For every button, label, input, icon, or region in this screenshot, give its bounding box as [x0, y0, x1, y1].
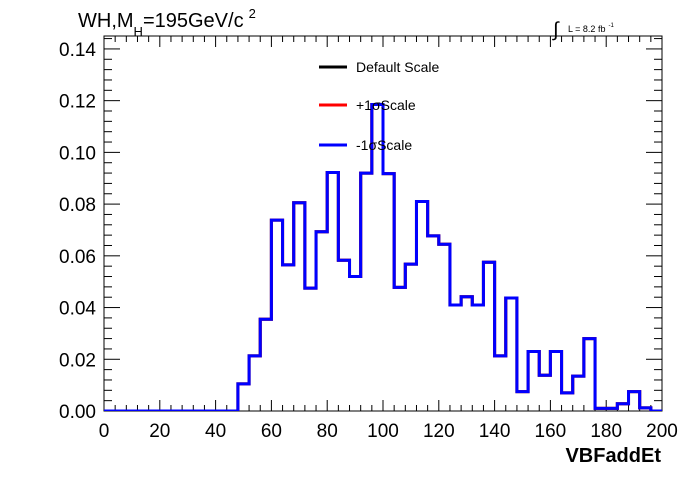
- lumi-superscript: -1: [608, 23, 614, 29]
- x-tick-label: 120: [423, 421, 455, 442]
- y-tick-label: 0.04: [59, 299, 96, 320]
- series-line-2: [104, 103, 662, 411]
- lumi-label: L = 8.2 fb -1: [568, 23, 614, 34]
- y-tick-label: 0.00: [59, 402, 96, 423]
- y-tick-label: 0.12: [59, 92, 96, 113]
- y-tick-label: 0.02: [59, 350, 96, 371]
- title-prefix: WH,M: [78, 10, 134, 32]
- x-tick-label: 140: [479, 421, 511, 442]
- y-tick-label: 0.10: [59, 143, 96, 164]
- legend-label-2: -1σScale: [356, 137, 412, 153]
- x-axis-title: VBFaddEt: [565, 445, 661, 467]
- lumi-text: L = 8.2 fb: [568, 24, 605, 34]
- axis-ticks: [103, 36, 663, 412]
- title-subscript: H: [134, 24, 143, 39]
- x-tick-label: 80: [317, 421, 338, 442]
- legend: Default Scale +1σScale -1σScale: [319, 59, 439, 153]
- series-group: [104, 103, 662, 411]
- y-tick-label: 0.14: [59, 40, 96, 61]
- plot-frame: [103, 35, 663, 412]
- x-tick-label: 200: [646, 421, 678, 442]
- chart-title: WH,MH=195GeV/c 2: [78, 6, 256, 39]
- lumi-integral-sign: ∫: [552, 19, 560, 41]
- axis-tick-labels: 0 20 40 60 80 100 120 140 160 180 200 0.00 0.02 0.04 0…: [59, 40, 678, 442]
- y-tick-label: 0.08: [59, 195, 96, 216]
- y-tick-label: 0.06: [59, 247, 96, 268]
- x-tick-label: 100: [367, 421, 399, 442]
- x-tick-label: 0: [99, 421, 110, 442]
- x-tick-label: 180: [590, 421, 622, 442]
- x-tick-label: 40: [205, 421, 226, 442]
- x-tick-label: 160: [535, 421, 567, 442]
- x-tick-label: 60: [261, 421, 282, 442]
- title-rest: =195GeV/c: [143, 10, 244, 32]
- x-tick-label: 20: [149, 421, 170, 442]
- legend-label-0: Default Scale: [356, 59, 439, 75]
- title-superscript: 2: [249, 6, 256, 21]
- legend-label-1: +1σScale: [356, 97, 416, 113]
